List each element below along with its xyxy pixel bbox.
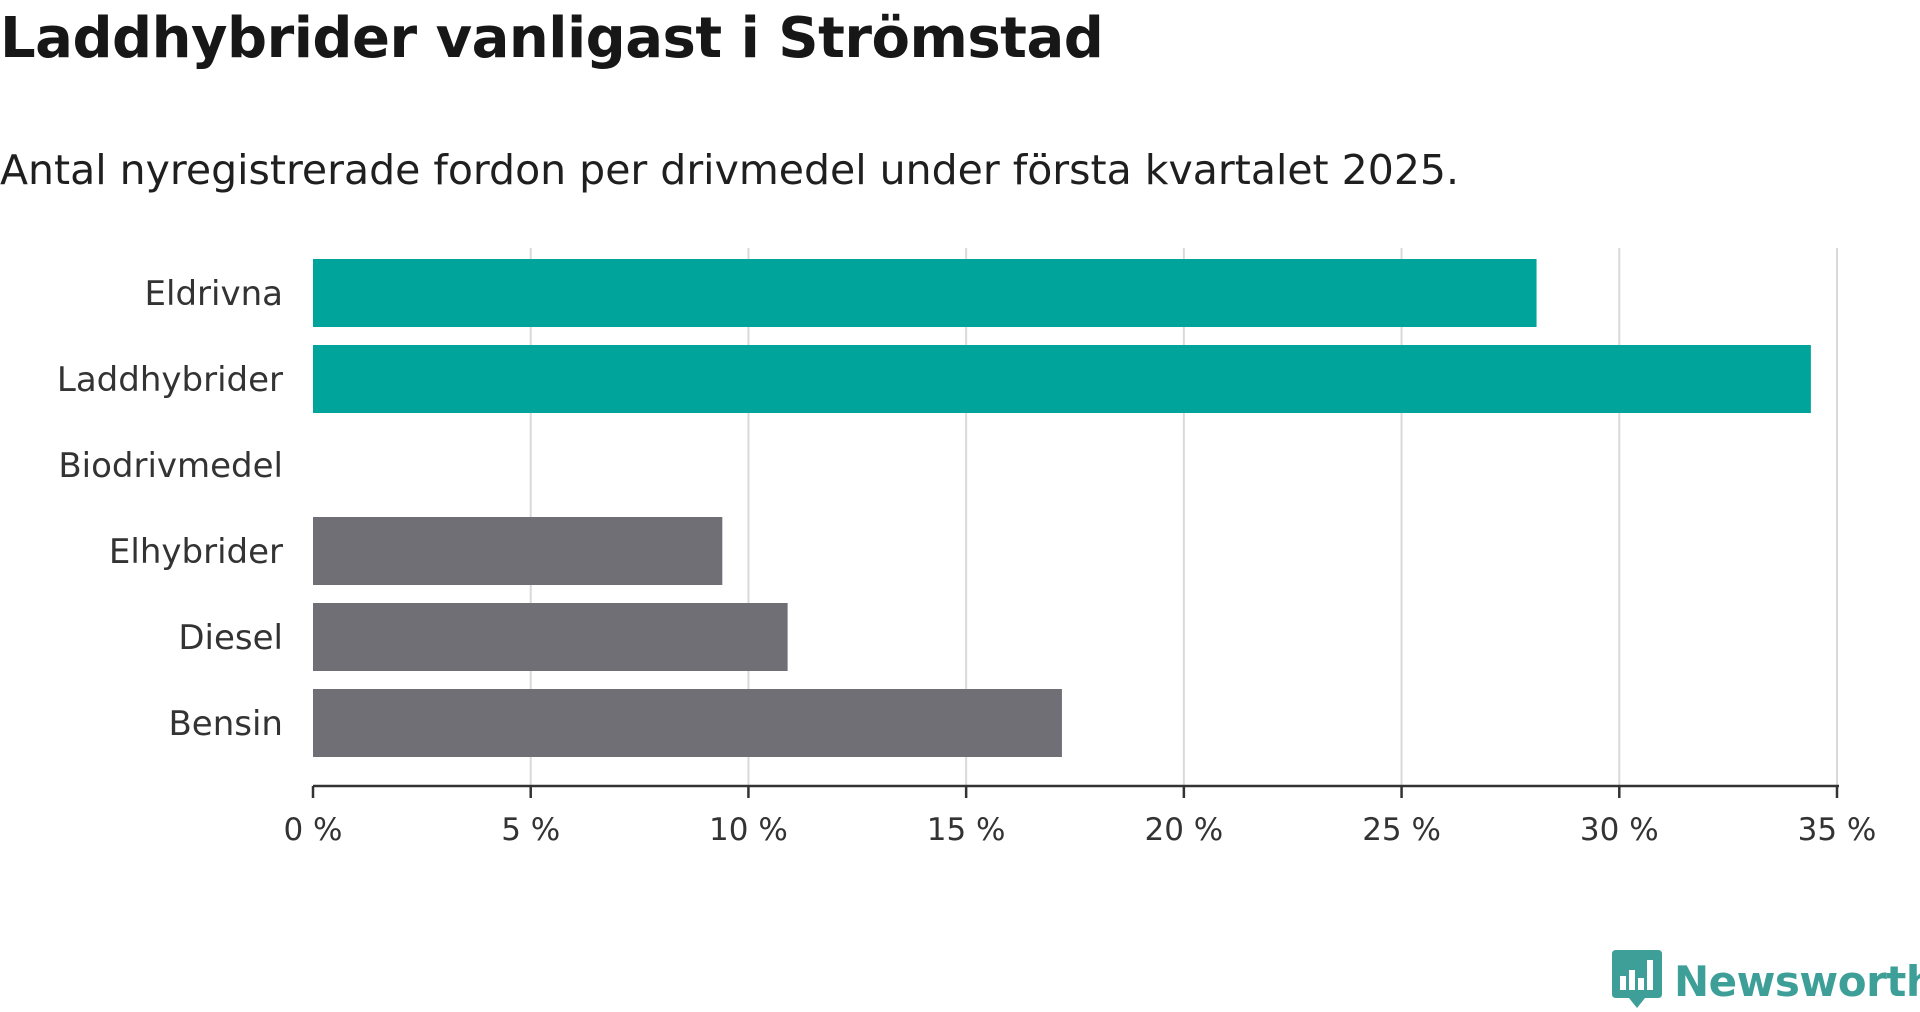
category-label: Bensin <box>168 704 283 744</box>
brand-name: Newsworthy <box>1674 956 1920 1006</box>
bar-elhybrider <box>313 517 723 585</box>
x-tick-label: 0 % <box>283 812 342 848</box>
bar-diesel <box>313 603 788 671</box>
category-labels: Eldrivna Laddhybrider Biodrivmedel Elhybrid… <box>57 274 283 744</box>
x-tick-label: 20 % <box>1144 812 1223 848</box>
bar-laddhybrider <box>313 345 1811 413</box>
category-label: Diesel <box>178 618 283 658</box>
bar-chart: Eldrivna Laddhybrider Biodrivmedel Elhybrid… <box>57 248 1877 848</box>
x-tick-label: 35 % <box>1798 812 1877 848</box>
x-tick-label: 10 % <box>709 812 788 848</box>
bar-bensin <box>313 689 1062 757</box>
chart-subtitle: Antal nyregistrerade fordon per drivmede… <box>0 146 1460 194</box>
category-label: Laddhybrider <box>57 360 283 400</box>
x-tick-label: 15 % <box>927 812 1006 848</box>
brand-logo: Newsworthy <box>1612 950 1920 1012</box>
chart-title: Laddhybrider vanligast i Strömstad <box>0 6 1104 71</box>
x-tick-label: 25 % <box>1362 812 1441 848</box>
category-label: Elhybrider <box>109 532 283 572</box>
bars <box>313 259 1811 757</box>
category-label: Biodrivmedel <box>58 446 283 486</box>
x-tick-label: 30 % <box>1580 812 1659 848</box>
bar-eldrivna <box>313 259 1537 327</box>
x-axis: 0 % 5 % 10 % 15 % 20 % 25 % 30 % 35 % <box>283 784 1877 848</box>
category-label: Eldrivna <box>145 274 283 314</box>
x-tick-label: 5 % <box>501 812 560 848</box>
newsworthy-logo-icon <box>1612 950 1662 1008</box>
